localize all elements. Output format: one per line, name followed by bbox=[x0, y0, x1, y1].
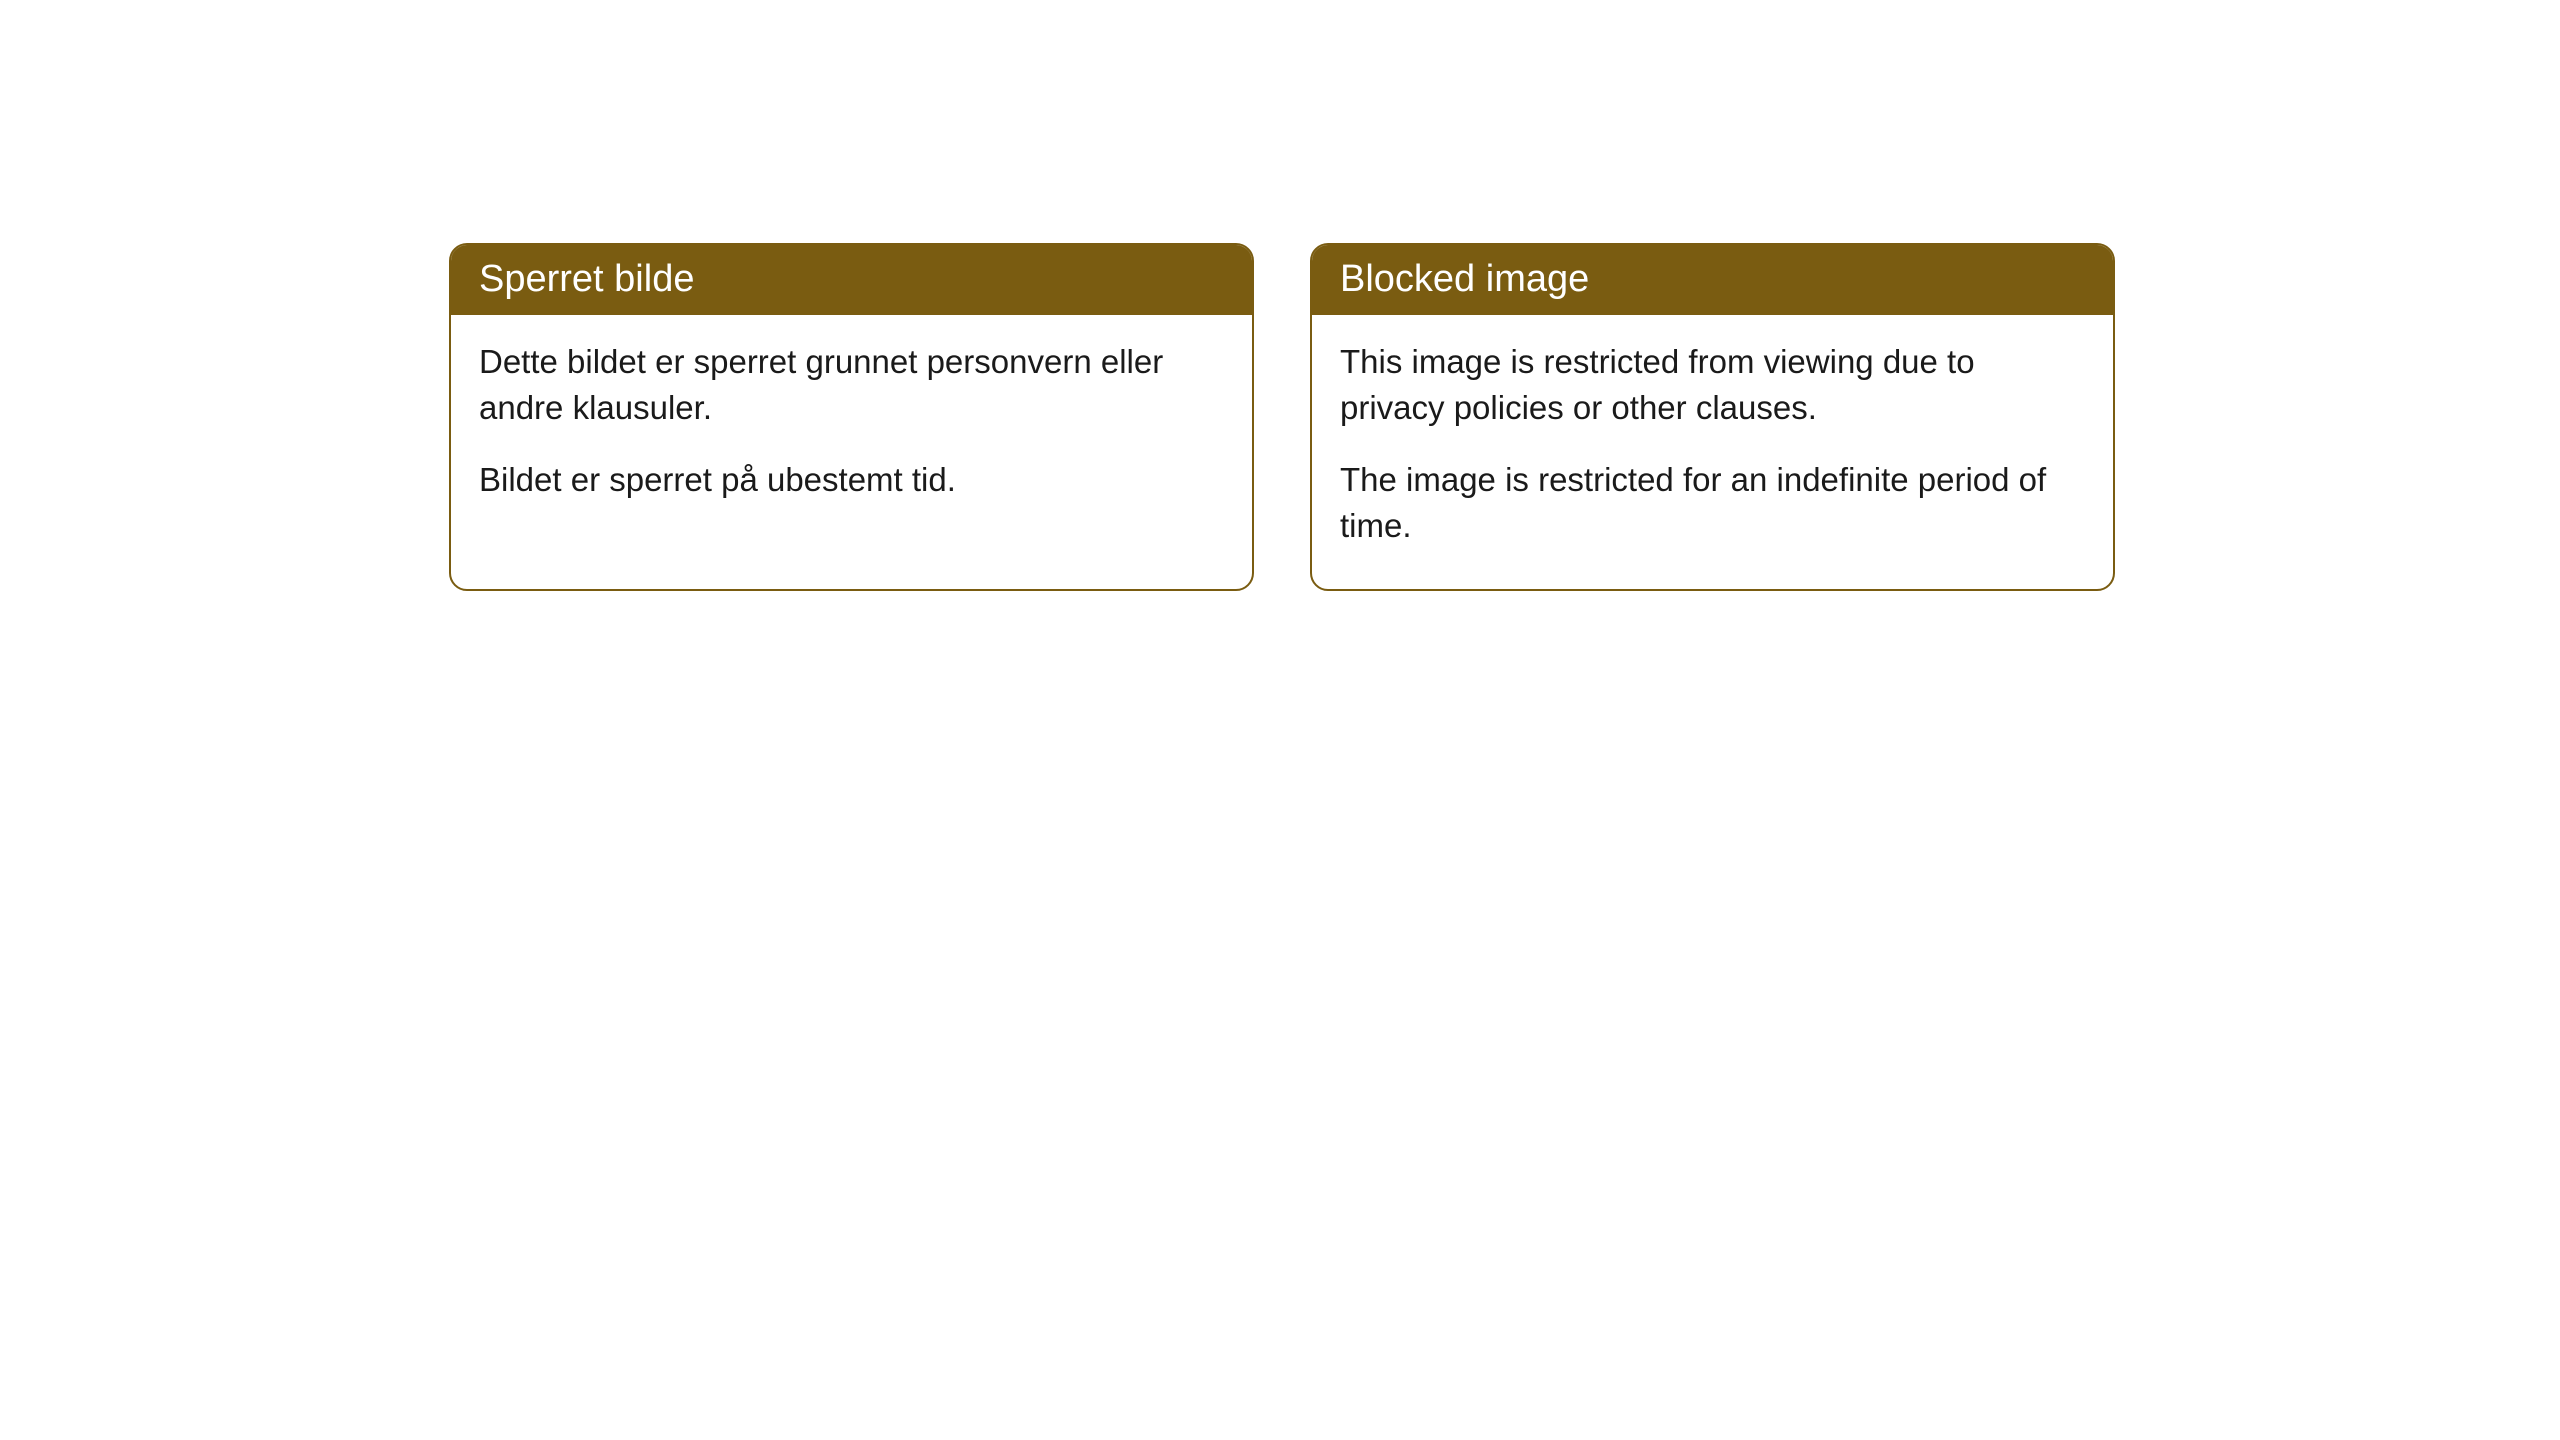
notice-text-english-1: This image is restricted from viewing du… bbox=[1340, 339, 2085, 431]
notice-text-norwegian-1: Dette bildet er sperret grunnet personve… bbox=[479, 339, 1224, 431]
notice-card-body-norwegian: Dette bildet er sperret grunnet personve… bbox=[451, 315, 1252, 544]
notice-card-header-norwegian: Sperret bilde bbox=[451, 245, 1252, 315]
notice-text-english-2: The image is restricted for an indefinit… bbox=[1340, 457, 2085, 549]
notice-cards-container: Sperret bilde Dette bildet er sperret gr… bbox=[449, 243, 2115, 591]
notice-card-norwegian: Sperret bilde Dette bildet er sperret gr… bbox=[449, 243, 1254, 591]
notice-card-header-english: Blocked image bbox=[1312, 245, 2113, 315]
notice-text-norwegian-2: Bildet er sperret på ubestemt tid. bbox=[479, 457, 1224, 503]
notice-card-english: Blocked image This image is restricted f… bbox=[1310, 243, 2115, 591]
notice-card-body-english: This image is restricted from viewing du… bbox=[1312, 315, 2113, 590]
